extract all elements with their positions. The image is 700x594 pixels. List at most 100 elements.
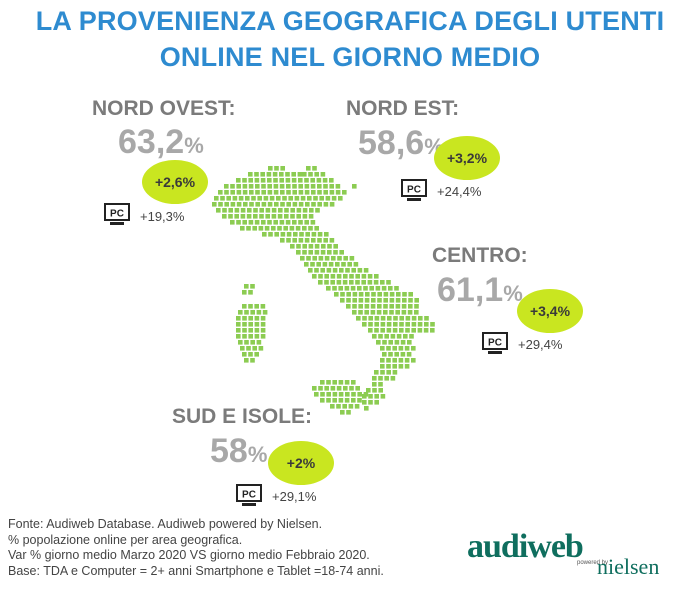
map-dot [404,358,410,363]
map-dot [261,190,266,195]
map-dot [401,310,407,315]
map-dot [414,310,419,315]
map-dot [317,232,323,237]
map-dot [364,310,369,315]
map-dot [345,268,350,273]
map-dot [298,238,304,243]
map-dot [326,392,331,397]
map-dot [386,358,391,363]
map-dot [352,304,357,309]
map-dot [351,268,356,273]
map-dot [277,214,283,219]
map-dot [329,202,335,207]
map-dot [423,328,429,333]
map-dot [364,304,370,309]
map-dot [254,352,259,357]
map-dot [336,280,342,285]
map-dot [327,244,332,249]
map-dot [310,220,316,225]
map-dot [369,286,374,291]
map-dot [273,220,278,225]
map-dot [407,310,413,315]
map-dot [390,376,396,381]
map-dot [430,322,435,327]
map-dot [346,292,351,297]
map-dot [332,398,337,403]
map-dot [346,298,351,303]
map-dot [335,190,341,195]
map-dot [414,304,419,309]
map-dot [341,262,346,267]
map-dot [349,274,354,279]
pc-icon: PC [236,484,262,506]
note-line: % popolazione online per area geografica… [8,532,243,547]
map-dot [226,196,231,201]
map-dot [393,322,398,327]
map-dot [411,316,417,321]
map-dot [408,304,413,309]
map-dot [411,322,417,327]
map-dot [409,334,414,339]
map-dot [374,328,379,333]
map-dot [289,226,295,231]
map-dot [257,196,262,201]
map-dot [260,334,266,339]
map-dot [218,202,223,207]
map-dot [253,214,258,219]
map-dot [304,178,309,183]
map-dot [292,202,298,207]
map-dot [273,184,279,189]
map-dot [254,322,260,327]
map-dot [244,340,249,345]
map-dot [230,190,235,195]
map-dot [376,310,382,315]
map-dot [254,334,260,339]
map-dot [236,184,241,189]
map-dot [256,340,262,345]
map-dot [389,298,395,303]
map-dot [338,196,343,201]
map-dot [321,244,326,249]
map-dot [330,280,335,285]
map-dot [232,196,238,201]
map-dot [295,226,301,231]
map-dot [392,328,398,333]
map-dot [383,298,388,303]
map-dot [236,328,241,333]
map-dot [333,250,338,255]
map-dot [248,322,253,327]
map-dot [405,328,410,333]
map-dot [261,184,266,189]
map-dot [320,268,325,273]
map-dot [236,202,242,207]
map-dot [358,310,363,315]
map-dot [254,172,259,177]
map-dot [371,292,376,297]
map-dot [357,392,362,397]
map-dot [363,392,369,397]
map-dot [368,394,373,399]
map-dot [345,392,350,397]
map-dot [389,292,395,297]
map-dot [279,220,285,225]
map-dot [236,316,241,321]
map-dot [224,202,229,207]
map-dot [398,346,404,351]
map-dot [318,256,324,261]
map-dot [372,382,377,387]
map-dot [336,386,342,391]
map-dot [240,208,246,213]
map-dot [356,316,361,321]
map-dot [378,388,383,393]
map-dot [311,238,316,243]
map-dot [329,190,335,195]
map-dot [308,244,314,249]
map-dot [325,196,331,201]
map-dot [340,410,345,415]
map-dot [382,352,387,357]
map-dot [313,196,318,201]
map-dot [348,404,354,409]
map-dot [296,250,301,255]
map-dot [311,232,317,237]
map-dot [374,400,379,405]
